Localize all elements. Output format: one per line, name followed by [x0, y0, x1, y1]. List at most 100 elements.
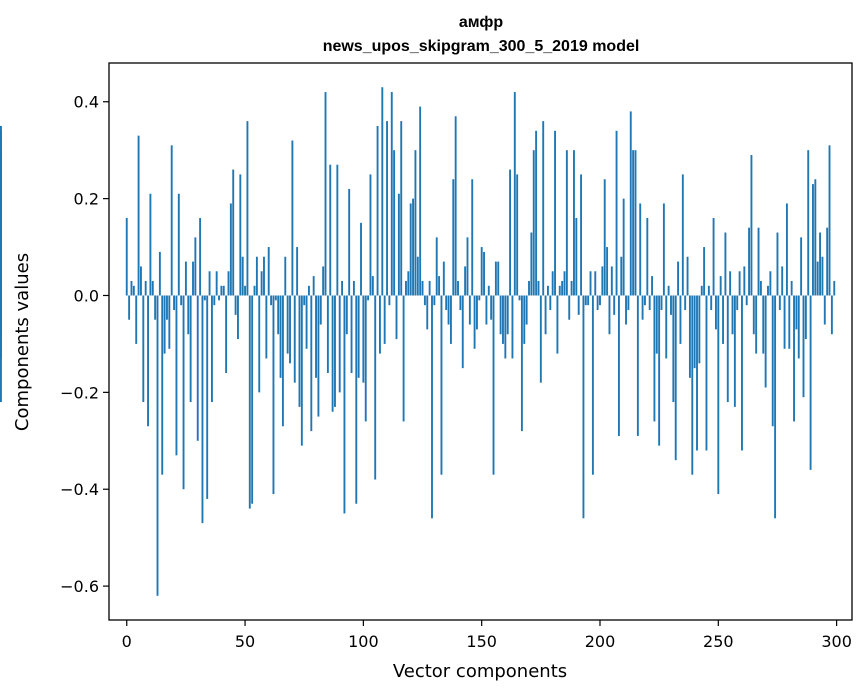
bar-181 [554, 130, 556, 296]
chart-title: амфр [459, 14, 504, 31]
bar-195 [587, 295, 590, 306]
bar-27 [189, 295, 192, 403]
bar-104 [371, 276, 374, 296]
bar-244 [703, 247, 706, 296]
bar-74 [300, 295, 303, 446]
bar-271 [767, 285, 769, 296]
bar-160 [504, 295, 507, 359]
bar-194 [584, 295, 587, 306]
x-tick-label: 50 [235, 632, 255, 651]
bar-24 [182, 295, 185, 490]
bar-158 [499, 295, 502, 335]
bar-36 [210, 295, 213, 403]
bar-77 [308, 285, 310, 296]
bar-137 [449, 295, 452, 344]
bar-49 [241, 256, 244, 296]
bar-120 [409, 203, 412, 296]
bar-290 [812, 184, 814, 296]
bar-78 [310, 295, 313, 432]
bar-162 [509, 169, 512, 296]
bar-201 [601, 266, 604, 296]
bar-281 [790, 280, 793, 296]
bar-256 [731, 295, 734, 335]
bar-80 [315, 295, 317, 378]
bar-26 [187, 295, 190, 335]
bar-111 [388, 295, 391, 306]
bar-183 [558, 285, 561, 296]
bar-134 [442, 261, 445, 296]
bar-204 [608, 295, 611, 335]
y-tick-label: −0.2 [60, 383, 99, 402]
bar-6 [140, 266, 142, 296]
bar-265 [752, 295, 755, 335]
bar-262 [745, 295, 748, 306]
bar-178 [546, 285, 549, 296]
bar-297 [828, 145, 831, 296]
bar-196 [589, 271, 592, 296]
bar-16 [163, 295, 166, 354]
bar-172 [532, 150, 535, 296]
bar-217 [639, 203, 642, 296]
bar-81 [317, 295, 320, 417]
bar-200 [599, 295, 601, 306]
bar-129 [431, 295, 433, 519]
x-axis-ticks: 0 50 100 150 200 250 300 [122, 620, 852, 651]
bar-110 [386, 121, 388, 296]
bar-161 [506, 295, 509, 335]
bar-216 [636, 295, 639, 436]
bar-2 [130, 280, 133, 296]
bar-277 [781, 266, 784, 296]
bar-270 [764, 295, 767, 388]
bar-100 [362, 295, 365, 383]
bar-21 [175, 295, 178, 456]
bar-164 [513, 92, 516, 296]
bar-258 [736, 295, 739, 311]
bar-197 [591, 295, 594, 475]
bar-215 [634, 150, 637, 296]
bar-123 [416, 256, 419, 296]
bar-59 [265, 295, 268, 359]
bar-105 [374, 295, 377, 480]
bar-63 [274, 295, 277, 301]
bar-225 [658, 295, 661, 446]
bar-86 [329, 164, 332, 296]
bar-154 [490, 295, 493, 320]
bar-255 [729, 271, 732, 296]
bar-8 [144, 280, 147, 296]
bar-247 [710, 295, 713, 311]
bar-113 [393, 150, 396, 296]
bar-43 [227, 271, 230, 296]
bar-208 [617, 295, 620, 436]
bar-48 [239, 174, 242, 296]
bar-211 [625, 295, 627, 325]
bar-199 [596, 295, 599, 311]
bar-25 [184, 261, 187, 296]
bar-53 [251, 295, 254, 504]
bar-4 [135, 295, 138, 344]
bar-34 [206, 295, 209, 499]
bar-79 [312, 276, 315, 296]
bar-19 [170, 145, 173, 296]
bar-70 [291, 140, 294, 296]
bar-254 [726, 295, 729, 403]
bar-193 [582, 295, 585, 519]
bar-29 [194, 237, 197, 296]
bar-243 [700, 285, 703, 296]
bar-180 [551, 271, 554, 296]
bar-115 [397, 193, 400, 296]
bar-218 [641, 295, 644, 320]
bar-0 [125, 217, 128, 296]
bar-103 [369, 174, 372, 296]
bar-293 [819, 232, 821, 296]
bar-69 [289, 295, 291, 364]
bar-188 [570, 280, 573, 296]
bar-260 [741, 295, 743, 451]
bar-72 [296, 247, 299, 296]
bar-11 [151, 280, 154, 296]
bar-283 [795, 295, 798, 330]
bar-66 [281, 295, 284, 427]
bar-64 [277, 295, 280, 335]
bar-173 [535, 130, 538, 296]
bar-140 [457, 280, 459, 296]
bar-212 [627, 295, 630, 311]
